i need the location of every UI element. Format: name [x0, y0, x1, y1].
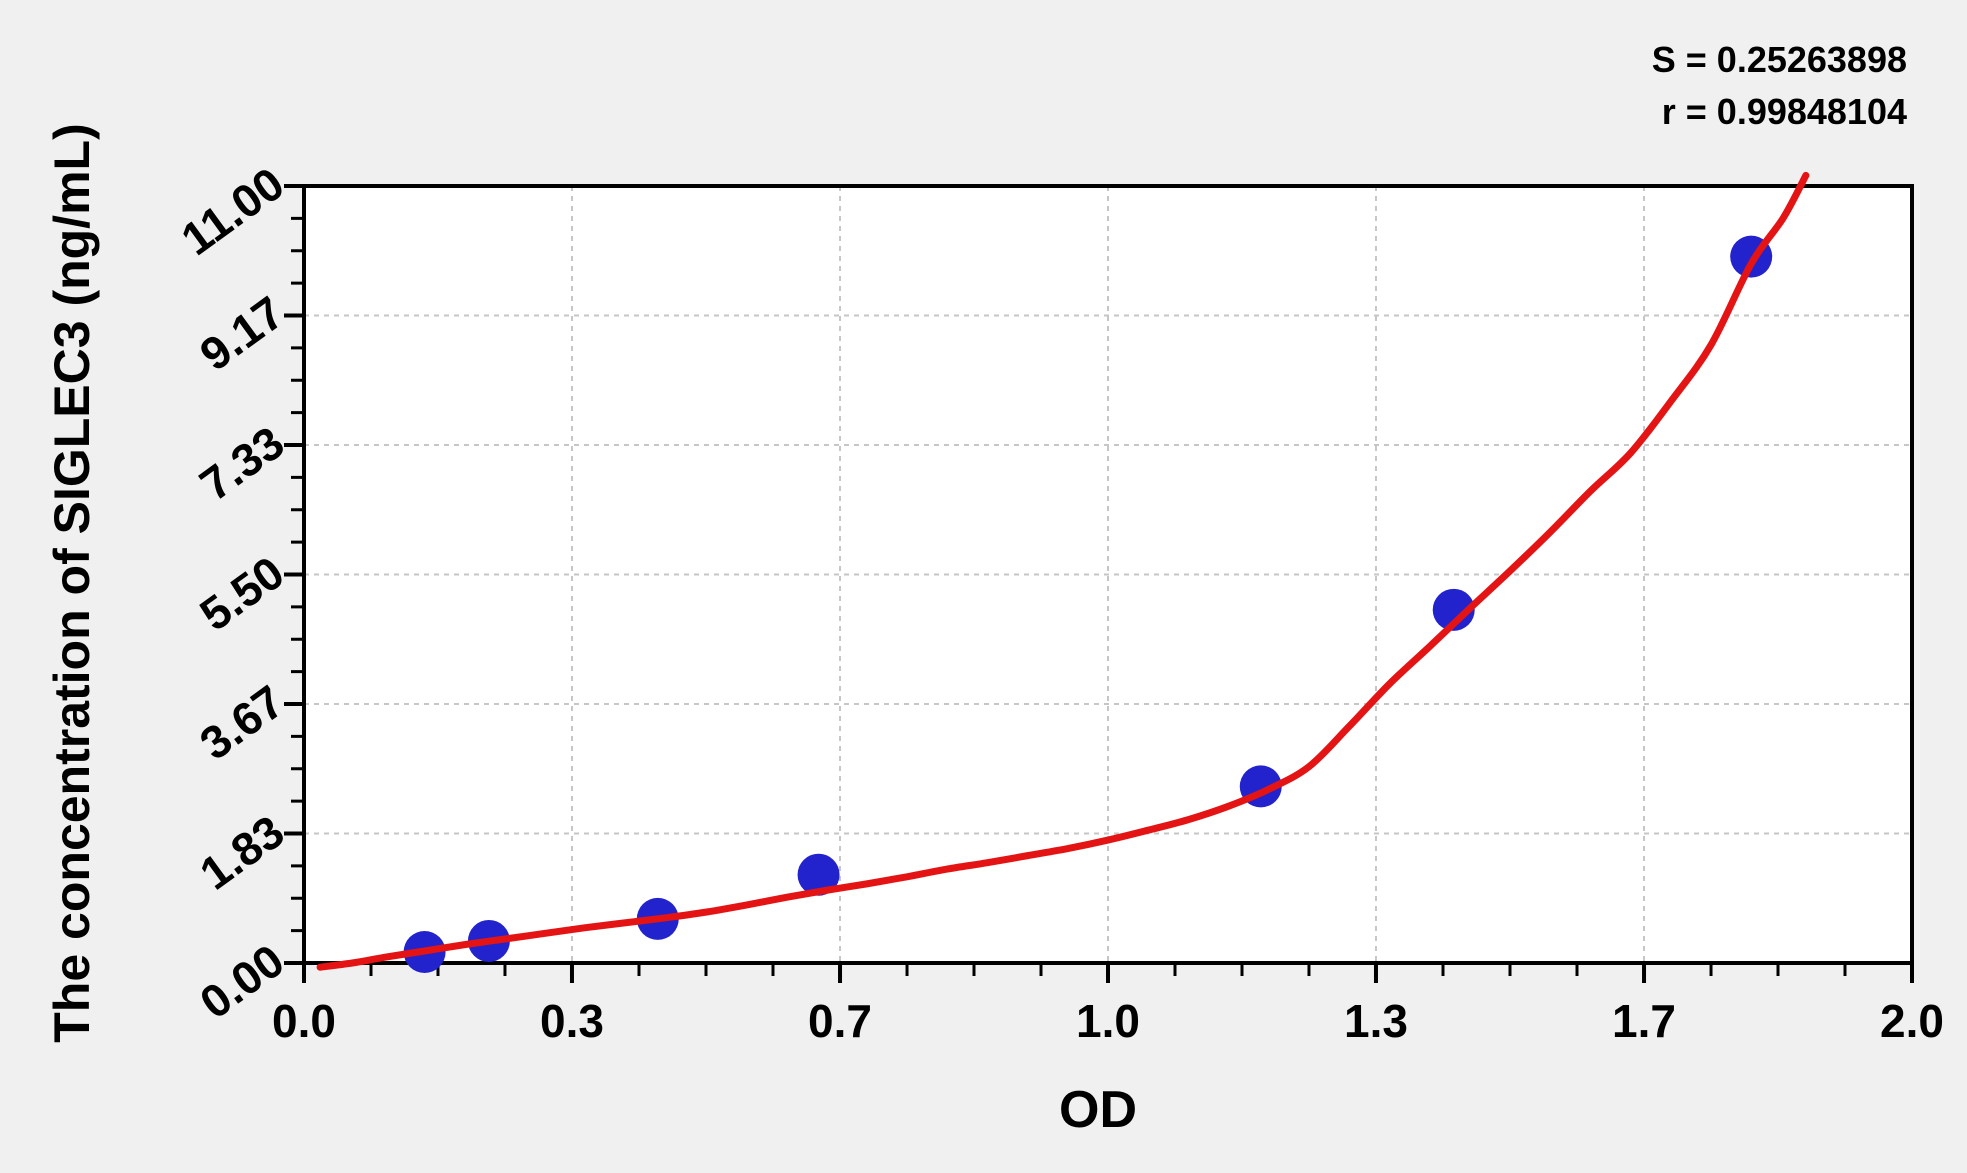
- x-tick-label: 1.7: [1612, 995, 1676, 1047]
- x-axis-title: OD: [1059, 1081, 1137, 1139]
- x-tick-label: 0.0: [272, 995, 336, 1047]
- x-tick-label: 0.7: [808, 995, 872, 1047]
- data-point: [797, 853, 840, 896]
- x-tick-label: 2.0: [1880, 995, 1944, 1047]
- x-tick-label: 1.0: [1076, 995, 1140, 1047]
- stat-r-value: r = 0.99848104: [1661, 91, 1907, 132]
- x-tick-label: 0.3: [539, 995, 604, 1047]
- x-tick-label: 1.3: [1343, 995, 1408, 1047]
- data-point: [1432, 588, 1475, 631]
- fit-statistics: S = 0.25263898 r = 0.99848104: [1652, 34, 1907, 138]
- stat-s-value: S = 0.25263898: [1651, 39, 1907, 80]
- fitted-curve-line: [316, 171, 1810, 971]
